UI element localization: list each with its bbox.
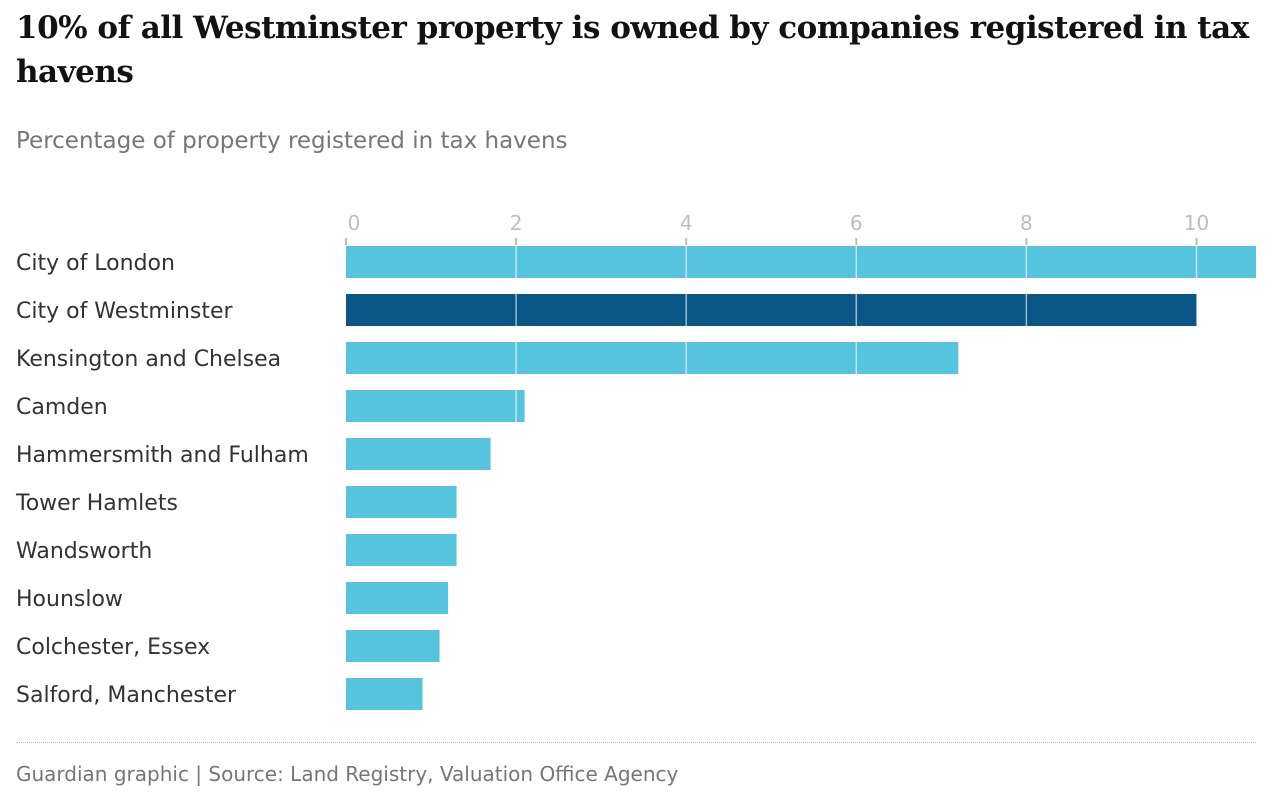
bar [346,534,457,566]
bar [346,294,1197,326]
category-label: Camden [16,395,108,420]
source-note: Guardian graphic | Source: Land Registry… [16,762,679,786]
bar-chart: 0 2 4 6 8 10 City of London City of Westminste… [15,211,1256,710]
bar [346,582,449,614]
bars [346,246,1256,710]
category-label: Kensington and Chelsea [16,347,281,372]
tick-label: 2 [510,211,523,235]
tick-label: 6 [850,211,863,235]
tick-label: 8 [1020,211,1033,235]
category-label: Colchester, Essex [16,635,210,660]
tick-label: 0 [348,211,361,235]
tick-label: 10 [1184,211,1209,235]
category-label: Salford, Manchester [16,683,237,708]
bar [346,246,1256,278]
category-label: Tower Hamlets [15,491,178,516]
category-label: City of Westminster [16,299,234,324]
bar [346,342,959,374]
bar [346,678,423,710]
bar [346,390,525,422]
bar [346,630,440,662]
bar [346,438,491,470]
category-label: Hounslow [16,587,123,612]
x-axis: 0 2 4 6 8 10 [345,211,1209,245]
category-label: Wandsworth [16,539,152,564]
category-labels: City of London City of Westminster Kensing… [15,251,309,708]
footer-divider [16,742,1256,743]
bar [346,486,457,518]
category-label: Hammersmith and Fulham [16,443,309,468]
gridlines [515,246,1198,422]
chart-subtitle: Percentage of property registered in tax… [16,128,568,154]
category-label: City of London [16,251,175,276]
chart-title: 10% of all Westminster property is owned… [16,10,1249,90]
tick-label: 4 [680,211,693,235]
